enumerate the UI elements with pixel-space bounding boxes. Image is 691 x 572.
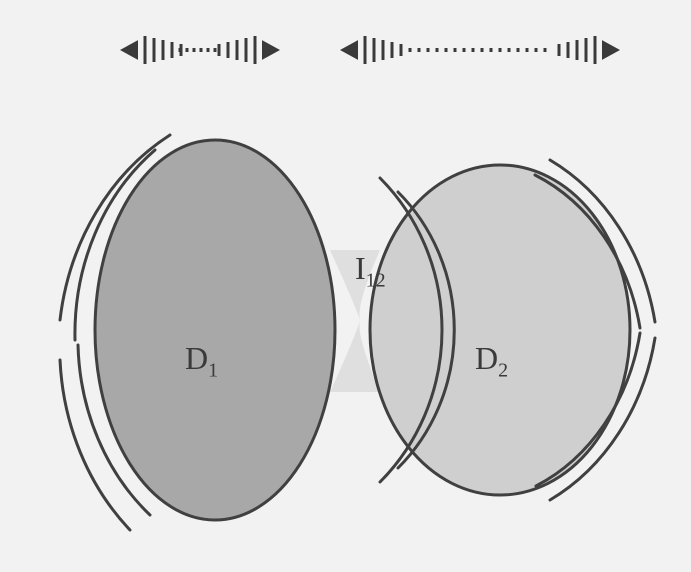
coupling-arrow-right	[340, 36, 620, 64]
interaction-label-sub: 12	[366, 269, 386, 291]
interaction-label: I12	[355, 250, 386, 292]
domain-1-label: D1	[185, 340, 218, 382]
domain-2-label: D2	[475, 340, 508, 382]
domain-2-label-sub: 2	[498, 359, 508, 381]
domain-1-label-main: D	[185, 340, 208, 376]
domain-2-label-main: D	[475, 340, 498, 376]
coupling-arrow-left	[120, 36, 280, 64]
oscillating-domains-diagram: D1 D2 I12	[0, 0, 691, 567]
domain-1-ellipse	[95, 140, 335, 520]
diagram-svg	[0, 0, 691, 567]
domain-1-label-sub: 1	[208, 359, 218, 381]
interaction-label-main: I	[355, 250, 366, 286]
